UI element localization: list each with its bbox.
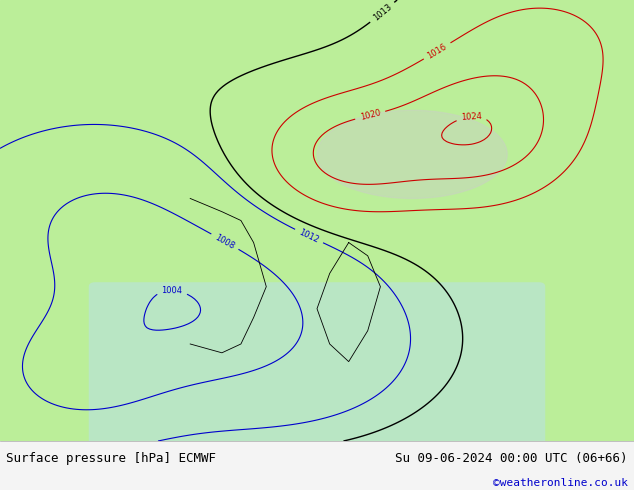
FancyBboxPatch shape [89,282,545,445]
Text: 1024: 1024 [461,112,482,122]
Ellipse shape [317,110,507,198]
Text: 1004: 1004 [162,286,183,295]
Text: Su 09-06-2024 00:00 UTC (06+66): Su 09-06-2024 00:00 UTC (06+66) [395,452,628,465]
Text: 1020: 1020 [359,108,382,122]
Text: 1008: 1008 [214,232,236,251]
Text: Surface pressure [hPa] ECMWF: Surface pressure [hPa] ECMWF [6,452,216,465]
Text: 1016: 1016 [426,42,448,60]
Text: 1012: 1012 [297,227,320,245]
Text: 1013: 1013 [372,2,393,23]
Text: ©weatheronline.co.uk: ©weatheronline.co.uk [493,478,628,488]
